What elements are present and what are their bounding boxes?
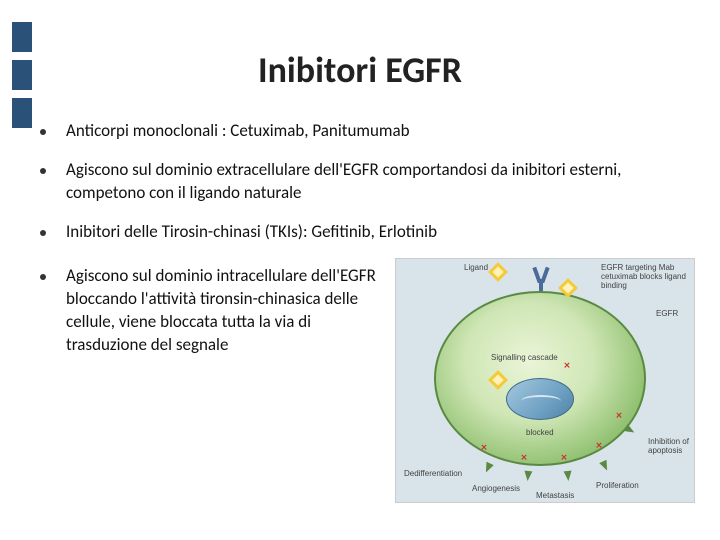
bullet-icon [40, 168, 46, 174]
mab-label: EGFR targeting Mab cetuximab blocks liga… [601, 263, 691, 290]
bullet-icon [40, 129, 46, 135]
lower-bullet: Agiscono sul dominio intracellulare dell… [40, 265, 380, 373]
arrow-icon [599, 460, 610, 472]
bullet-list: Anticorpi monoclonali : Cetuximab, Panit… [40, 120, 690, 260]
ligand-label: Ligand [464, 263, 488, 272]
nucleus-shape [506, 378, 574, 420]
mab-icon [531, 267, 551, 291]
angio-label: Angiogenesis [472, 484, 520, 493]
slide-title: Inibitori EGFR [0, 48, 720, 92]
bullet-text: Inibitori delle Tirosin-chinasi (TKIs): … [66, 221, 437, 244]
block-x-icon: × [561, 453, 571, 463]
ligand-icon [488, 262, 508, 282]
bullet-text: Agiscono sul dominio intracellulare dell… [66, 265, 380, 357]
bullet-text: Anticorpi monoclonali : Cetuximab, Panit… [66, 120, 410, 143]
egfr-diagram: Signalling cascade × blocked × × × × × L… [395, 258, 695, 503]
dediff-label: Dedifferentiation [404, 469, 462, 478]
meta-label: Metastasis [536, 491, 574, 500]
block-x-icon: × [616, 411, 626, 421]
apoptosis-label: Inhibition of apoptosis [648, 437, 694, 455]
arrow-icon [524, 471, 533, 482]
ligand-icon [488, 370, 508, 390]
list-item: Agiscono sul dominio extracellulare dell… [40, 159, 690, 205]
bullet-text: Agiscono sul dominio extracellulare dell… [66, 159, 690, 205]
cascade-label: Signalling cascade [491, 353, 558, 362]
block-x-icon: × [481, 443, 491, 453]
blocked-label: blocked [526, 428, 554, 437]
slide: Inibitori EGFR Anticorpi monoclonali : C… [0, 0, 720, 540]
bullet-icon [40, 274, 46, 280]
list-item: Anticorpi monoclonali : Cetuximab, Panit… [40, 120, 690, 143]
arrow-icon [482, 462, 493, 474]
bullet-icon [40, 230, 46, 236]
block-x-icon: × [596, 441, 606, 451]
egfr-label: EGFR [656, 309, 678, 318]
list-item: Agiscono sul dominio intracellulare dell… [40, 265, 380, 357]
arrow-icon [624, 424, 637, 436]
cell-shape: Signalling cascade × blocked × × × × × [434, 291, 646, 466]
list-item: Inibitori delle Tirosin-chinasi (TKIs): … [40, 221, 690, 244]
accent-block [12, 98, 32, 128]
prolif-label: Proliferation [596, 481, 639, 490]
block-x-icon: × [521, 453, 531, 463]
arrow-icon [564, 471, 573, 482]
block-x-icon: × [564, 361, 574, 371]
